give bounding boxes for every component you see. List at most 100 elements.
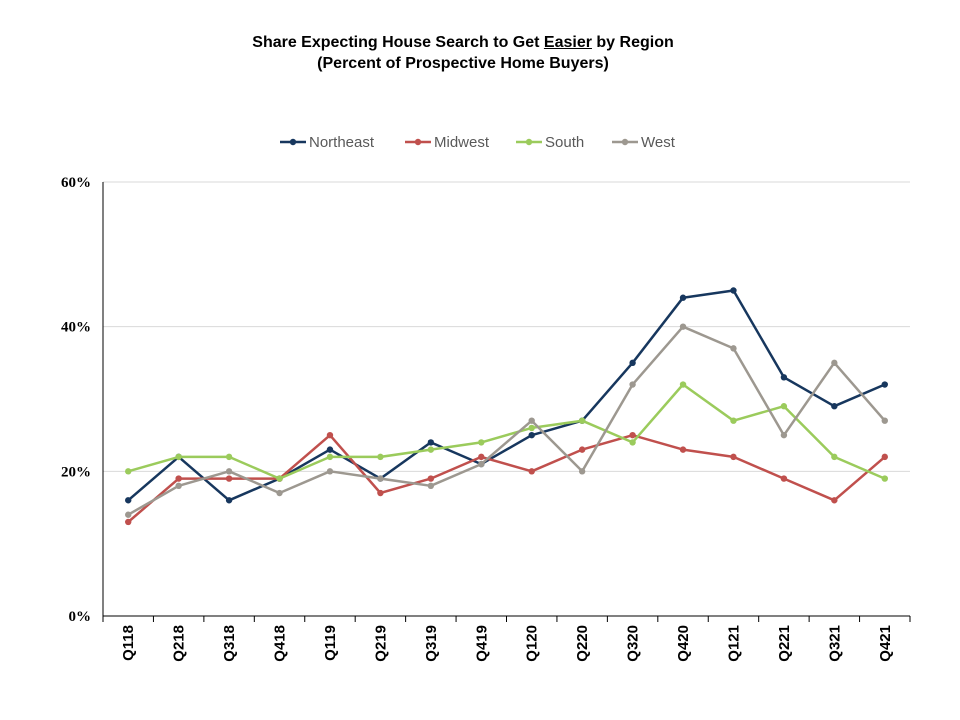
point-south <box>578 417 586 424</box>
point-northeast <box>831 403 838 410</box>
x-tick-label: Q218 <box>171 625 188 662</box>
point-south <box>175 453 182 461</box>
point-west <box>377 475 384 482</box>
point-northeast <box>629 359 636 367</box>
point-west <box>528 417 535 424</box>
point-midwest <box>730 453 737 461</box>
x-tick-label: Q221 <box>776 625 793 662</box>
series-line-midwest <box>127 433 886 523</box>
point-northeast <box>881 381 888 388</box>
legend-label-west: West <box>641 134 676 151</box>
point-midwest <box>780 475 788 482</box>
series-line-south <box>127 383 886 480</box>
x-tick-label: Q120 <box>524 625 541 662</box>
point-west <box>881 417 888 424</box>
point-northeast <box>125 497 132 504</box>
point-west <box>831 359 838 367</box>
x-tick-label: Q119 <box>322 625 339 661</box>
legend-label-south: South <box>545 134 584 151</box>
point-northeast <box>427 439 435 446</box>
series-line-northeast <box>127 289 886 502</box>
point-midwest <box>125 518 132 526</box>
point-midwest <box>679 446 687 453</box>
x-tick-label: Q118 <box>120 625 137 661</box>
point-west <box>326 468 334 475</box>
point-west <box>578 468 586 475</box>
x-tick-label: Q420 <box>675 625 692 662</box>
point-west <box>427 482 435 489</box>
point-west <box>780 431 788 439</box>
x-tick-label: Q421 <box>877 625 894 662</box>
point-west <box>125 511 132 518</box>
x-tick-label: Q320 <box>625 625 642 662</box>
x-axis-ticks: Q118 Q218 Q318 Q418 Q119 Q219 Q319 Q419 Q120 Q220… <box>120 625 894 662</box>
gridlines <box>103 181 910 472</box>
series-lines <box>125 287 888 526</box>
point-south <box>780 403 788 410</box>
chart-title: Share Expecting House Search to Get Easi… <box>0 32 926 74</box>
point-midwest <box>629 431 636 439</box>
legend-marker-west <box>621 138 629 146</box>
x-tick-label: Q121 <box>725 625 742 662</box>
point-south <box>276 475 283 482</box>
chart-subtitle: (Percent of Prospective Home Buyers) <box>317 55 609 72</box>
title-suffix: by Region <box>591 34 674 51</box>
point-northeast <box>730 287 737 294</box>
point-south <box>225 453 233 461</box>
point-west <box>225 468 233 475</box>
x-tick-label: Q418 <box>272 625 289 662</box>
x-tick-label: Q219 <box>372 625 389 662</box>
point-south <box>629 439 636 446</box>
y-tick-label: 20% <box>61 464 91 480</box>
legend-marker-south <box>525 138 533 146</box>
y-tick-label: 40% <box>61 320 91 336</box>
point-south <box>326 453 334 461</box>
point-west <box>730 345 737 352</box>
axes <box>102 182 911 622</box>
point-northeast <box>679 294 687 301</box>
point-south <box>730 417 737 424</box>
title-prefix: Share Expecting House Search to Get <box>252 34 544 51</box>
y-tick-label: 60% <box>61 175 91 191</box>
legend-marker-northeast <box>289 138 297 146</box>
y-tick-label: 0% <box>69 609 92 625</box>
legend-label-northeast: Northeast <box>309 134 375 151</box>
point-south <box>528 424 535 432</box>
chart-title-main: Share Expecting House Search to Get Easi… <box>0 32 926 53</box>
x-tick-label: Q318 <box>221 625 238 662</box>
y-axis-ticks: 0% 20% 40% 60% <box>61 175 91 625</box>
point-south <box>125 468 132 475</box>
point-midwest <box>225 475 233 482</box>
point-northeast <box>528 431 535 439</box>
point-northeast <box>225 497 233 504</box>
x-tick-label: Q220 <box>574 625 591 662</box>
point-northeast <box>326 446 334 453</box>
point-south <box>831 453 838 461</box>
point-south <box>427 446 435 453</box>
point-west <box>276 489 283 497</box>
point-west <box>629 381 636 388</box>
x-tick-label: Q419 <box>473 625 490 662</box>
point-midwest <box>831 497 838 504</box>
point-south <box>478 439 485 446</box>
point-midwest <box>377 489 384 497</box>
series-line-west <box>127 325 886 516</box>
point-northeast <box>780 374 788 381</box>
title-emphasis: Easier <box>543 34 592 51</box>
point-south <box>881 475 888 482</box>
legend-marker-midwest <box>414 138 422 146</box>
point-midwest <box>175 475 182 482</box>
point-midwest <box>478 453 485 461</box>
point-midwest <box>427 475 435 482</box>
point-midwest <box>528 468 535 475</box>
legend: Northeast Midwest South West <box>280 134 676 151</box>
point-west <box>175 482 182 489</box>
x-tick-label: Q321 <box>826 625 843 662</box>
point-west <box>679 323 687 330</box>
point-midwest <box>881 453 888 461</box>
point-midwest <box>578 446 586 453</box>
point-south <box>679 381 687 388</box>
point-midwest <box>326 431 334 439</box>
point-west <box>478 460 485 468</box>
